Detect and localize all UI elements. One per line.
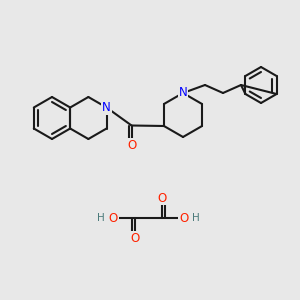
Text: O: O — [130, 232, 140, 244]
Text: O: O — [158, 191, 166, 205]
Text: O: O — [127, 139, 136, 152]
Text: N: N — [102, 101, 111, 114]
Text: H: H — [192, 213, 200, 223]
Text: O: O — [179, 212, 189, 224]
Text: N: N — [178, 86, 188, 100]
Text: H: H — [97, 213, 105, 223]
Text: O: O — [108, 212, 118, 224]
